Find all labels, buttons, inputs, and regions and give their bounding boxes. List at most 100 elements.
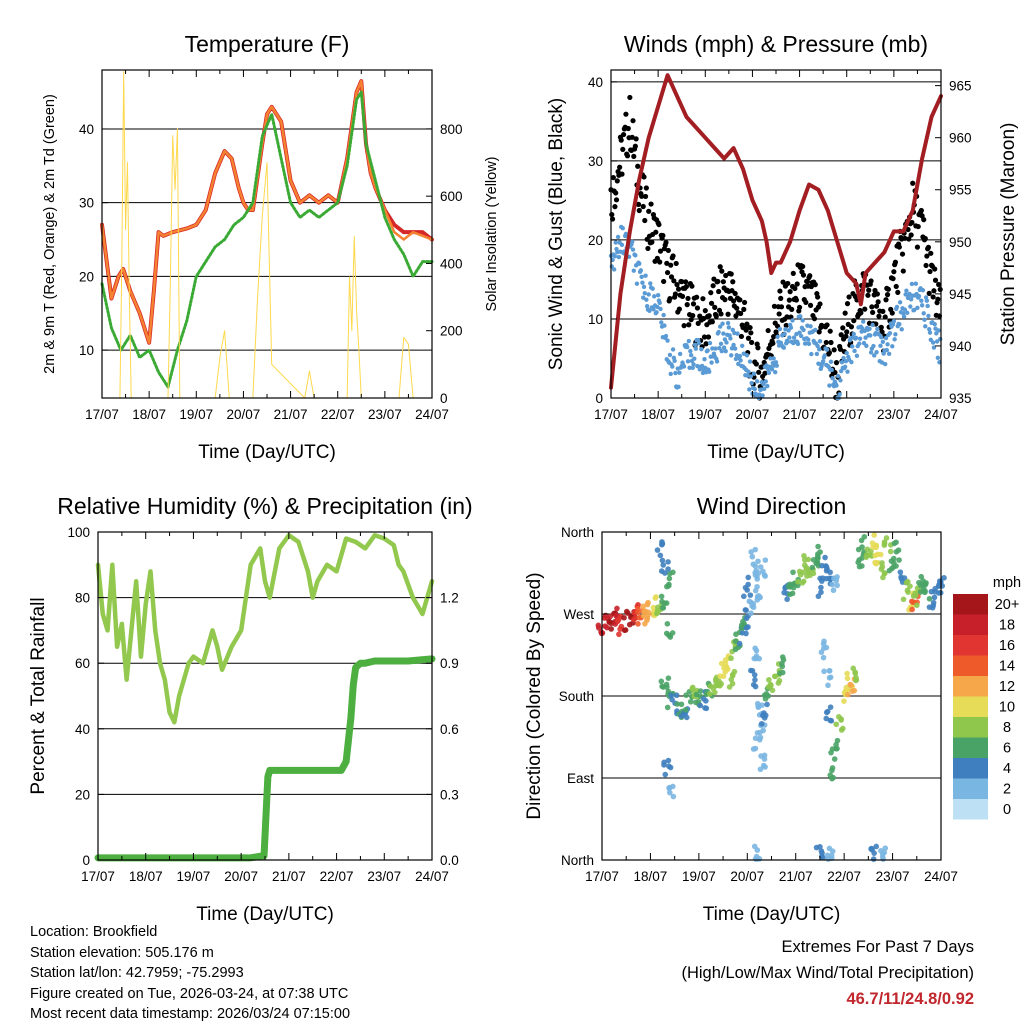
- winds-wind-point: [644, 303, 650, 309]
- winds-wind-point: [828, 359, 834, 365]
- legend-label: 14: [999, 659, 1015, 675]
- winds-gust-point: [681, 323, 687, 329]
- winds-wind-point: [738, 358, 743, 363]
- direction-point: [752, 563, 759, 570]
- winds-gust-point: [703, 341, 709, 347]
- winds-gust-point: [667, 296, 673, 302]
- winds-wind-point: [936, 328, 941, 333]
- direction-point: [754, 583, 760, 590]
- direction-point: [641, 608, 648, 614]
- winds-gust-point: [730, 298, 737, 304]
- winds-gust-point: [794, 281, 800, 287]
- direction-point: [644, 615, 651, 622]
- extremes-title: Extremes For Past 7 Days: [781, 938, 974, 956]
- winds-gust-point: [873, 303, 880, 309]
- winds-gust-point: [827, 328, 833, 334]
- direction-point: [936, 578, 943, 584]
- humidity-xtick-label: 24/07: [415, 869, 449, 884]
- elevation-text: Station elevation: 505.176 m: [30, 944, 214, 961]
- humidity-ytick-label: 0: [82, 853, 90, 868]
- temperature-solar-line: [119, 71, 414, 399]
- winds-wind-point: [908, 297, 914, 302]
- winds-gust-point: [618, 137, 624, 143]
- direction-xtick-label: 20/07: [730, 869, 764, 884]
- winds-wind-point: [854, 353, 860, 359]
- direction-point: [748, 610, 754, 616]
- direction-point: [743, 625, 750, 631]
- winds-gust-point: [705, 334, 712, 340]
- winds-gust-point: [778, 295, 784, 301]
- temperature-xtick-label: 24/07: [415, 407, 449, 422]
- winds-wind-point: [773, 360, 779, 365]
- winds-wind-point: [658, 306, 663, 312]
- winds-gust-point: [793, 297, 800, 303]
- winds-xtick-label: 17/07: [594, 407, 628, 422]
- winds-wind-point: [932, 322, 937, 327]
- winds-ytick-label: 40: [588, 75, 603, 90]
- direction-point: [665, 559, 671, 565]
- winds-gust-point: [690, 313, 696, 319]
- winds-wind-point: [630, 247, 636, 252]
- winds-gust-point: [664, 269, 671, 276]
- direction-point: [779, 663, 786, 670]
- direction-point: [618, 623, 625, 630]
- direction-point: [903, 579, 910, 586]
- legend-unit: mph: [993, 575, 1021, 591]
- direction-point: [838, 727, 845, 733]
- winds-gust-point: [725, 311, 731, 317]
- direction-point: [819, 562, 825, 569]
- winds-gust-point: [786, 297, 792, 303]
- winds-wind-point: [880, 339, 886, 344]
- winds-ytick-right-label: 950: [949, 235, 972, 250]
- direction-point: [818, 649, 825, 656]
- winds-gust-point: [610, 174, 616, 181]
- winds-gust-point: [837, 346, 844, 352]
- direction-point: [742, 607, 749, 613]
- temperature-ytick-right-label: 800: [440, 122, 463, 137]
- winds-wind-point: [922, 317, 927, 322]
- winds-gust-point: [664, 260, 670, 266]
- winds-wind-point: [763, 379, 768, 384]
- winds-gust-point: [832, 369, 838, 376]
- direction-point: [666, 785, 672, 791]
- direction-point: [833, 577, 840, 584]
- winds-wind-point: [787, 335, 792, 340]
- winds-xtick-label: 23/07: [877, 407, 911, 422]
- direction-point: [712, 683, 719, 689]
- direction-point: [654, 547, 661, 553]
- winds-gust-point: [641, 174, 647, 180]
- winds-gust-point: [776, 311, 782, 317]
- direction-point: [662, 570, 668, 576]
- direction-point: [912, 590, 919, 597]
- legend-label: 16: [999, 638, 1015, 654]
- winds-gust-point: [668, 274, 675, 280]
- direction-point: [661, 762, 667, 768]
- temperature-ytick-label: 10: [79, 343, 94, 358]
- legend-swatch: [953, 737, 988, 758]
- winds-gust-point: [844, 329, 850, 335]
- direction-point: [841, 698, 847, 704]
- winds-wind-point: [692, 342, 698, 348]
- direction-title: Wind Direction: [697, 493, 847, 519]
- direction-point: [882, 845, 889, 851]
- winds-gust-point: [708, 300, 715, 306]
- temperature-xlabel: Time (Day/UTC): [198, 442, 336, 463]
- direction-ytick-label: North: [561, 525, 594, 540]
- winds-gust-point: [745, 335, 752, 341]
- legend-swatch: [953, 655, 988, 676]
- winds-gust-point: [885, 286, 891, 292]
- winds-wind-point: [893, 332, 898, 337]
- direction-point: [766, 677, 772, 683]
- legend-label: 20+: [995, 597, 1020, 613]
- winds-wind-point: [731, 342, 736, 348]
- winds-wind-point: [919, 298, 924, 303]
- winds-gust-point: [690, 301, 697, 307]
- winds-gust-point: [879, 329, 885, 335]
- winds-wind-point: [620, 226, 625, 231]
- winds-wind-point: [894, 304, 900, 310]
- direction-point: [880, 856, 886, 862]
- direction-point: [780, 657, 787, 663]
- winds-gust-point: [617, 164, 623, 170]
- winds-gust-point: [619, 171, 625, 177]
- direction-point: [752, 745, 759, 752]
